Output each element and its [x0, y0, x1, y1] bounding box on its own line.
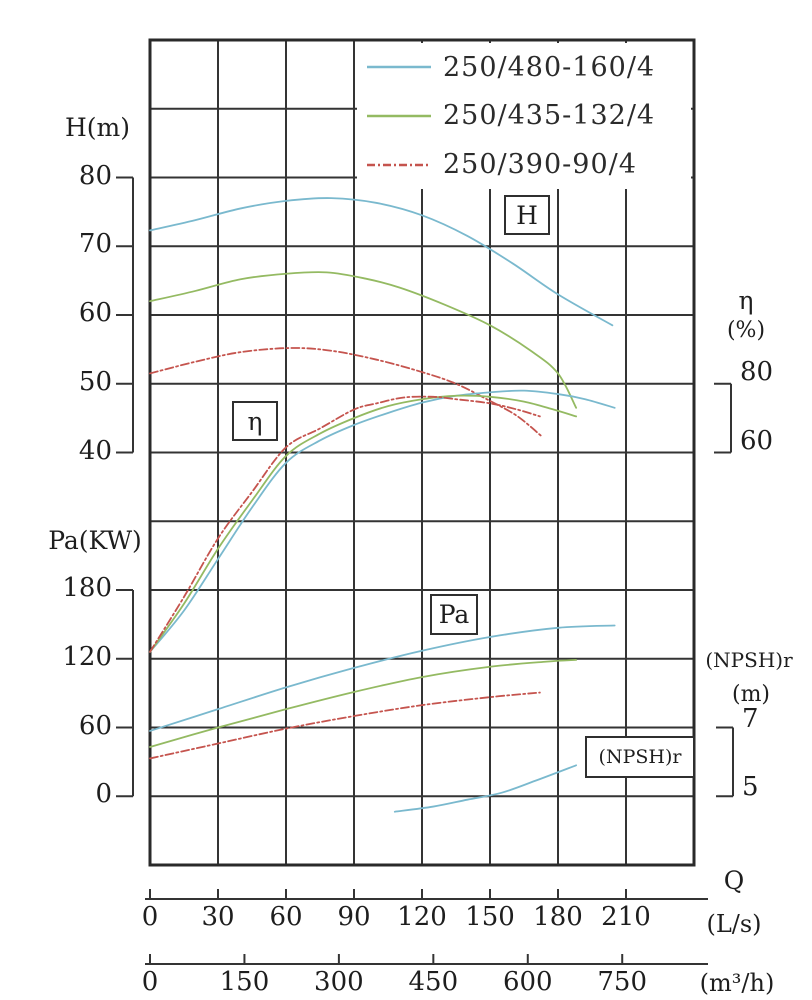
pa-curve-label: Pa: [438, 600, 470, 629]
pa-axis-title: Pa(KW): [48, 526, 142, 555]
q-ls-tick-label: 60: [269, 902, 303, 932]
npsh-curve-label-box: (NPSH)r: [585, 736, 695, 778]
pa-curve-label-box: Pa: [430, 594, 478, 635]
npsh-axis-title: (NPSH)r: [705, 648, 793, 672]
q-ls-tick-label: 0: [141, 902, 159, 932]
h-curve-label: H: [516, 200, 538, 230]
curve-eta-435: [149, 394, 578, 653]
h-axis-tick-label: 60: [78, 298, 112, 328]
curve-h-435: [149, 271, 578, 409]
q-ls-tick-label: 30: [201, 902, 235, 932]
q-m3h-tick-label: 600: [502, 967, 553, 997]
curve-h-480: [149, 197, 614, 327]
legend-item-label: 250/435-132/4: [443, 100, 656, 132]
npsh-curve-label: (NPSH)r: [598, 746, 682, 768]
eta-axis-title: η: [738, 286, 754, 315]
q-m3h-tick-label: 750: [597, 967, 648, 997]
q-ls-tick-label: 180: [533, 902, 583, 932]
legend: 250/480-160/4 250/435-132/4 250/390-90/4: [357, 43, 691, 189]
legend-swatch-line: [367, 66, 431, 69]
legend-item-2: 250/390-90/4: [357, 142, 691, 188]
legend-item-0: 250/480-160/4: [357, 44, 691, 90]
eta-curve-label-box: η: [232, 401, 278, 441]
q-m3h-tick-label: 300: [314, 967, 364, 997]
curve-npshr-480: [393, 764, 578, 813]
q-axis-title: Q: [723, 866, 745, 895]
legend-swatch-line: [367, 163, 431, 166]
legend-swatch-line: [367, 114, 431, 118]
q-ls-tick-label: 90: [337, 902, 371, 932]
curve-eta-390: [149, 395, 541, 653]
npsh-axis-tick-label: 7: [742, 703, 759, 734]
q-m3h-tick-label: 150: [219, 967, 270, 997]
curve-pa-390: [149, 691, 541, 760]
eta-axis-tick-label: 60: [740, 425, 774, 456]
curve-eta-480: [149, 389, 616, 653]
pa-axis-tick-label: 180: [62, 573, 112, 603]
npsh-axis-unit: (m): [731, 682, 771, 707]
npsh-axis-tick-label: 5: [742, 772, 759, 803]
curve-pa-435: [149, 658, 578, 748]
h-axis-tick-label: 40: [78, 435, 112, 466]
curve-pa-480: [149, 624, 616, 732]
h-axis-title: H(m): [64, 113, 130, 142]
pa-axis-tick-label: 0: [95, 779, 112, 810]
q-axis-unit-ls: (L/s): [706, 910, 762, 938]
h-axis-tick-label: 70: [78, 229, 112, 260]
q-axis-unit-m3h: (m³/h): [699, 969, 775, 997]
h-curve-label-box: H: [504, 195, 550, 235]
q-ls-tick-label: 210: [601, 902, 651, 932]
q-m3h-tick-label: 0: [141, 967, 159, 997]
q-ls-tick-label: 120: [397, 902, 447, 932]
eta-axis-unit: (%): [726, 318, 766, 343]
q-ls-tick-label: 150: [465, 902, 515, 932]
pa-axis-tick-label: 60: [78, 710, 112, 741]
legend-item-label: 250/480-160/4: [443, 51, 656, 83]
legend-item-1: 250/435-132/4: [357, 93, 691, 139]
pa-axis-tick-label: 120: [62, 641, 112, 672]
h-axis-tick-label: 50: [78, 366, 112, 397]
eta-axis-tick-label: 80: [740, 356, 774, 387]
plot-border: [148, 38, 696, 867]
eta-curve-label: η: [247, 406, 263, 436]
legend-item-label: 250/390-90/4: [443, 149, 637, 181]
h-axis-tick-label: 80: [78, 160, 112, 191]
q-m3h-tick-label: 450: [408, 967, 459, 997]
